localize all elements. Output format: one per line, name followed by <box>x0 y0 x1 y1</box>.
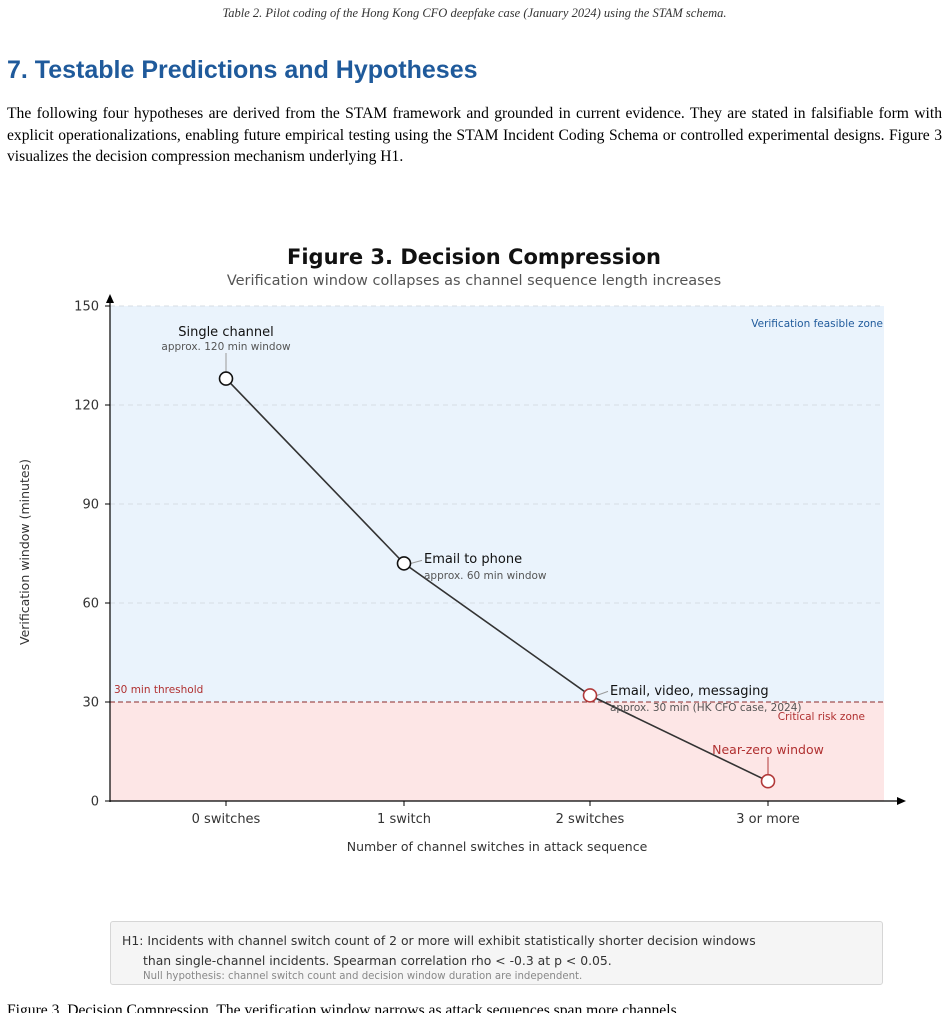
x-tick-label: 3 or more <box>736 812 800 827</box>
figure-3-chart: 0 30 60 90 120 150 0 switches 1 switch 2 switch… <box>17 245 906 854</box>
chart-title: Figure 3. Decision Compression <box>287 245 661 269</box>
y-axis-label: Verification window (minutes) <box>17 459 32 645</box>
y-tick-label: 120 <box>74 399 99 414</box>
grid-lines <box>110 305 884 604</box>
data-point <box>218 371 234 386</box>
y-tick-label: 30 <box>82 696 99 711</box>
y-tick-label: 60 <box>82 597 99 612</box>
x-axis-label: Number of channel switches in attack seq… <box>347 839 648 854</box>
threshold-label: 30 min threshold <box>114 684 203 696</box>
data-point <box>760 773 776 789</box>
x-ticks: 0 switches 1 switch 2 switches 3 or more <box>192 801 800 827</box>
series-line <box>225 378 769 782</box>
annotation-sublabel: approx. 30 min (HK CFO case, 2024) <box>610 702 802 714</box>
y-tick-label: 0 <box>91 795 99 810</box>
data-markers <box>218 371 776 789</box>
risk-zone-label: Critical risk zone <box>778 711 865 723</box>
section-title: 7. Testable Predictions and Hypotheses <box>7 56 478 84</box>
safe-zone-label: Verification feasible zone <box>751 318 883 330</box>
x-tick-label: 0 switches <box>192 812 261 827</box>
section-paragraph: The following four hypotheses are derive… <box>7 105 942 165</box>
truncated-figure-caption: Figure 3. Decision Compression. The veri… <box>7 1002 681 1013</box>
annotation-leader <box>410 559 423 564</box>
annotation-sublabel: approx. 60 min window <box>424 570 547 582</box>
table-caption: Table 2. Pilot coding of the Hong Kong C… <box>222 6 727 20</box>
annotation-sublabel: approx. 120 min window <box>161 341 291 353</box>
hypothesis-box: H1: Incidents with channel switch count … <box>110 921 883 985</box>
chart-subtitle: Verification window collapses as channel… <box>227 273 721 289</box>
annotation-label: Email, video, messaging <box>610 684 769 699</box>
data-point <box>396 556 412 571</box>
y-axis-arrow <box>106 294 114 303</box>
hypothesis-line-2: than single-channel incidents. Spearman … <box>143 953 612 968</box>
null-hypothesis: Null hypothesis: channel switch count an… <box>143 971 583 982</box>
annotation-leader <box>596 690 609 696</box>
hypothesis-line-1: H1: Incidents with channel switch count … <box>122 933 756 948</box>
y-ticks: 0 30 60 90 120 150 <box>74 300 110 810</box>
annotation-leaders <box>225 353 769 775</box>
y-tick-label: 150 <box>74 300 99 315</box>
annotation-label: Single channel <box>178 325 274 340</box>
x-axis-arrow <box>897 797 906 805</box>
x-tick-label: 2 switches <box>556 812 625 827</box>
risk-zone <box>110 702 884 801</box>
x-tick-label: 1 switch <box>377 812 431 827</box>
data-point <box>582 688 598 703</box>
annotation-label: Email to phone <box>424 552 522 567</box>
annotation-label: Near-zero window <box>712 742 824 757</box>
y-tick-label: 90 <box>82 498 99 513</box>
